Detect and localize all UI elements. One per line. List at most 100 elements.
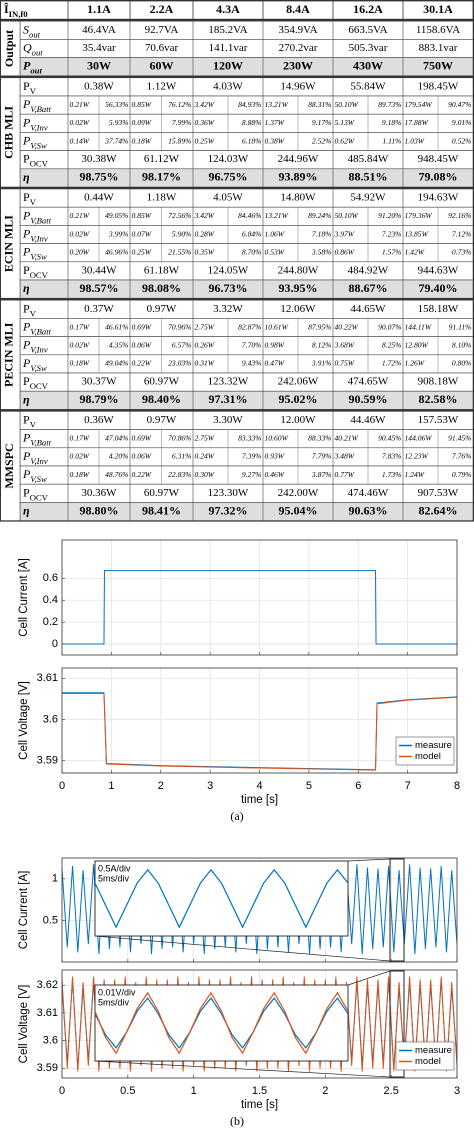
zoom-connector [94, 935, 391, 962]
cell: 44.46W [350, 414, 386, 426]
zoom-box [389, 970, 405, 1078]
row-label: POCV [23, 374, 49, 391]
cell: 4.05W [213, 192, 243, 204]
cell: 0.52% [452, 136, 472, 145]
cell: 76.12% [168, 100, 191, 109]
cell: 90.07% [378, 322, 401, 331]
row-label: PV,Batt [22, 319, 52, 336]
x-tick-label: 5 [306, 780, 312, 792]
label-main: P [23, 58, 31, 72]
label-sub: IN,f0 [9, 9, 28, 19]
cell: 1.26W [405, 359, 425, 368]
label-main: P [22, 467, 31, 481]
cell: 7.39% [242, 452, 262, 461]
cell: 0.18W [70, 470, 90, 479]
x-tick-label: 8 [454, 780, 460, 792]
cell: 0.80% [452, 359, 472, 368]
label-sub: OCV [30, 270, 49, 280]
x-tick-label: 1.5 [252, 1085, 267, 1097]
cell: 663.5VA [348, 24, 387, 36]
cell: 13.21W [265, 100, 289, 109]
cell: 9.27% [242, 470, 262, 479]
cell: 505.3var [349, 42, 388, 54]
cell: 144.11W [405, 322, 432, 331]
row-label: PV,Inv [22, 337, 48, 354]
cell: 3.32W [213, 303, 243, 315]
cell: 185.2VA [208, 24, 247, 36]
label-sub: V,Inv [30, 233, 47, 243]
section-label: MMSPC [2, 443, 16, 488]
label-main: P [22, 226, 31, 240]
cell: 82.64% [419, 503, 458, 517]
cell: 0.18W [132, 136, 152, 145]
row-label: Sout [23, 22, 41, 39]
cell: 98.40% [142, 392, 181, 406]
y-tick-label: 3.62 [37, 979, 58, 991]
row-label: η [23, 170, 30, 184]
cell: 7.79% [312, 452, 332, 461]
cell: 2.52% [312, 136, 332, 145]
cell: 21.55% [168, 247, 191, 256]
cell: 8.70% [242, 247, 262, 256]
x-tick-label: 3 [454, 1085, 460, 1097]
cell: 198.45W [418, 80, 459, 92]
cell: 242.00W [278, 487, 319, 499]
row-label: PV,Inv [22, 449, 48, 466]
cell: 4.03W [213, 80, 243, 92]
cell: 0.98W [265, 340, 285, 349]
cell: 89.73% [378, 100, 401, 109]
section-label: PECIN MLI [2, 322, 16, 387]
cell: 0.69W [132, 322, 152, 331]
axes-frame [61, 969, 458, 1079]
inset-line [94, 997, 349, 1049]
cell: 6.18% [242, 136, 262, 145]
row-label: PV,Sw [22, 467, 47, 484]
cell: 0.26W [195, 340, 215, 349]
inset-annotation: 5ms/div [98, 873, 130, 883]
section-label: CHB MLI [2, 106, 16, 159]
cell: 883.1var [419, 42, 458, 54]
column-header: 16.2A [353, 2, 383, 16]
cell: 12.06W [280, 303, 316, 315]
y-tick-label: 1 [52, 873, 58, 885]
cell: 7.76% [452, 452, 472, 461]
legend-box [395, 736, 455, 766]
row-label: PV [23, 301, 37, 318]
y-axis-label: Cell Current [A] [18, 871, 30, 950]
cell: 1.24W [405, 470, 425, 479]
cell: 0.85W [132, 211, 152, 220]
cell: 92.7VA [145, 24, 179, 36]
row-label: PV,Sw [22, 133, 47, 150]
cell: 0.62W [335, 136, 355, 145]
inset-annotation: 0.01V/div [98, 987, 136, 997]
cell: 0.46W [265, 470, 285, 479]
cell: 88.67% [349, 281, 388, 295]
cell: 3.99% [108, 229, 129, 238]
cell: 7.99% [172, 118, 192, 127]
cell: 56.33% [105, 100, 128, 109]
x-tick-label: 6 [355, 780, 361, 792]
cell: 0.79% [452, 470, 472, 479]
cell: 30.36W [81, 487, 117, 499]
label-sub: out [30, 66, 42, 76]
cell: 244.96W [278, 153, 319, 165]
label-main: Î [4, 2, 9, 16]
cell: 0.44W [84, 192, 114, 204]
cell: 91.20% [378, 211, 401, 220]
cell: 98.41% [142, 503, 181, 517]
cell: 1.18W [147, 192, 177, 204]
x-tick-label: 1 [191, 1085, 197, 1097]
cell: 157.53W [418, 414, 459, 426]
label-sub: V,Batt [30, 326, 51, 336]
cell: 82.87% [238, 322, 261, 331]
cell: 0.07W [132, 229, 152, 238]
cell: 120W [213, 58, 243, 72]
cell: 0.31W [195, 359, 215, 368]
label-main: P [22, 133, 31, 147]
cell: 179.54W [405, 100, 433, 109]
cell: 0.22W [132, 359, 152, 368]
cell: 83.33% [238, 433, 261, 442]
cell: 0.36W [84, 414, 114, 426]
cell: 144.06W [405, 433, 433, 442]
cell: 12.00W [280, 414, 316, 426]
